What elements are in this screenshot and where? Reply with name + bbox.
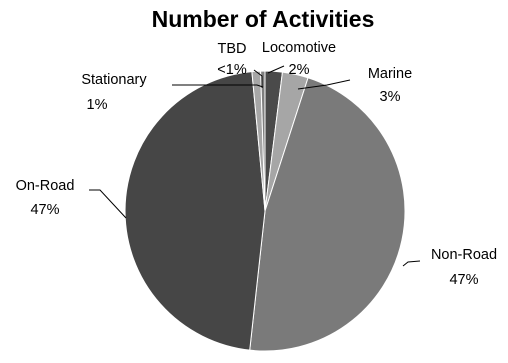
- label-name-tbd: TBD: [218, 41, 247, 57]
- label-name-non-road: Non-Road: [431, 247, 497, 263]
- label-value-locomotive: 2%: [289, 62, 310, 78]
- label-name-locomotive: Locomotive: [262, 40, 336, 56]
- leader-locomotive: [267, 65, 285, 74]
- slice-non-road: [249, 77, 406, 352]
- label-name-marine: Marine: [368, 66, 412, 82]
- label-value-stationary: 1%: [87, 97, 108, 113]
- label-value-marine: 3%: [380, 89, 401, 105]
- leader-marine: [297, 79, 351, 90]
- label-name-on-road: On-Road: [16, 178, 75, 194]
- label-value-tbd: <1%: [217, 62, 247, 78]
- slice-labels: Locomotive 2% Marine 3% Non-Road 47% On-Road 47…: [16, 40, 497, 288]
- leader-stationary: [172, 84, 264, 88]
- pie-slices: [124, 70, 406, 352]
- label-value-non-road: 47%: [449, 272, 478, 288]
- leader-non-road: [402, 260, 421, 267]
- slice-tbd: [260, 70, 266, 212]
- slice-on-road: [124, 71, 266, 351]
- label-name-stationary: Stationary: [81, 72, 147, 88]
- chart-title: Number of Activities: [152, 6, 375, 32]
- leader-lines: [89, 65, 421, 267]
- label-value-on-road: 47%: [30, 202, 59, 218]
- leader-tbd: [253, 69, 263, 88]
- leader-on-road: [89, 189, 127, 219]
